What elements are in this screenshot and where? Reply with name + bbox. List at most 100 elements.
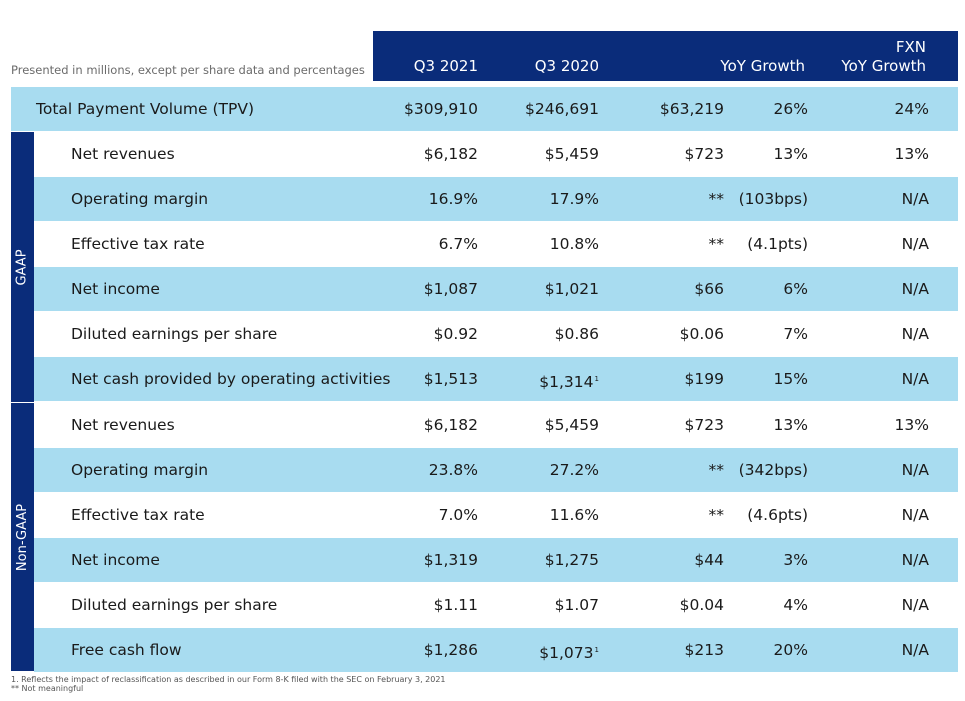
value-yoy-abs: $0.04 <box>679 596 724 614</box>
non-gaap-label: Non-GAAP <box>11 403 34 671</box>
value-fxn: N/A <box>901 280 929 298</box>
row-label: Net income <box>71 551 160 569</box>
value-yoy-pct: 26% <box>773 100 808 118</box>
row-label: Operating margin <box>71 190 209 208</box>
value-yoy-pct: 6% <box>783 280 808 298</box>
row-label: Total Payment Volume (TPV) <box>36 100 254 118</box>
value-q3-2020: 27.2% <box>549 461 599 479</box>
value-fxn: N/A <box>901 235 929 253</box>
table-row: Net revenues $6,182 $5,459 $723 13% 13% <box>34 403 958 447</box>
gaap-label: GAAP <box>11 132 34 402</box>
value-yoy-pct: 4% <box>783 596 808 614</box>
value-yoy-abs: ** <box>708 235 725 253</box>
table-row: Net income $1,319 $1,275 $44 3% N/A <box>34 538 958 582</box>
value-q3-2021: 6.7% <box>438 235 478 253</box>
footnote-marker: 1 <box>594 375 599 383</box>
value-yoy-pct: (4.1pts) <box>747 235 808 253</box>
row-label: Effective tax rate <box>71 235 205 253</box>
value-yoy-abs: $0.06 <box>679 325 724 343</box>
value-q3-2021: $6,182 <box>423 416 478 434</box>
gaap-side-block: GAAP <box>11 132 34 402</box>
header-fxn-line2: YoY Growth <box>841 57 926 75</box>
value-yoy-abs: ** <box>708 461 725 479</box>
value-yoy-abs: ** <box>708 506 725 524</box>
value-q3-2021: 16.9% <box>428 190 478 208</box>
row-label: Effective tax rate <box>71 506 205 524</box>
value-yoy-abs: ** <box>708 190 725 208</box>
value-yoy-pct: 15% <box>773 370 808 388</box>
header-yoy-growth: YoY Growth <box>720 57 805 75</box>
footnote-marker: 1 <box>594 646 599 654</box>
value-q3-2021: $1,513 <box>423 370 478 388</box>
non-gaap-side-block: Non-GAAP <box>11 403 34 671</box>
value-yoy-abs: $63,219 <box>659 100 724 118</box>
value-q3-2021: 7.0% <box>438 506 478 524</box>
value-yoy-abs: $44 <box>694 551 724 569</box>
row-label: Diluted earnings per share <box>71 325 278 343</box>
value-fxn: N/A <box>901 551 929 569</box>
header-fxn-line1: FXN <box>895 38 926 56</box>
value-fxn: 13% <box>894 416 929 434</box>
table-row: Operating margin 23.8% 27.2% ** (342bps) N/A <box>34 448 958 492</box>
value-q3-2021: $0.92 <box>433 325 478 343</box>
table-row: Diluted earnings per share $0.92 $0.86 $0.0… <box>34 312 958 356</box>
value-q3-2020: $246,691 <box>525 100 599 118</box>
value-yoy-pct: (4.6pts) <box>747 506 808 524</box>
value-q3-2020: $5,459 <box>544 145 599 163</box>
value-q3-2020: $0.86 <box>554 325 599 343</box>
table-row: Net cash provided by operating activitie… <box>34 357 958 401</box>
value-q3-2021: $1,087 <box>423 280 478 298</box>
value-q3-2020: $1,275 <box>544 551 599 569</box>
value-yoy-pct: (342bps) <box>738 461 808 479</box>
row-label: Net cash provided by operating activitie… <box>71 370 391 388</box>
value-q3-2020: $1,021 <box>544 280 599 298</box>
value-q3-2020: $1,3141 <box>539 373 599 391</box>
value-yoy-abs: $723 <box>684 145 724 163</box>
row-label: Free cash flow <box>71 641 182 659</box>
value-fxn: N/A <box>901 325 929 343</box>
value-fxn: N/A <box>901 190 929 208</box>
value-q3-2020: $5,459 <box>544 416 599 434</box>
table-caption: Presented in millions, except per share … <box>11 63 365 77</box>
value-fxn: 13% <box>894 145 929 163</box>
non-gaap-label-text: Non-GAAP <box>15 503 30 571</box>
value-fxn: N/A <box>901 596 929 614</box>
value-yoy-pct: 7% <box>783 325 808 343</box>
value-yoy-abs: $723 <box>684 416 724 434</box>
value-q3-2021: 23.8% <box>428 461 478 479</box>
footnote-2: ** Not meaningful <box>11 684 84 693</box>
header-band: Q3 2021 Q3 2020 YoY Growth FXN YoY Growt… <box>373 31 958 81</box>
value-yoy-pct: 13% <box>773 145 808 163</box>
footnote-1: 1. Reflects the impact of reclassificati… <box>11 675 446 684</box>
table-row: Free cash flow $1,286 $1,0731 $213 20% N/A <box>34 628 958 672</box>
value-yoy-pct: (103bps) <box>738 190 808 208</box>
value-yoy-pct: 3% <box>783 551 808 569</box>
header-q3-2020: Q3 2020 <box>534 57 599 75</box>
row-label: Diluted earnings per share <box>71 596 278 614</box>
value-q3-2021: $1,319 <box>423 551 478 569</box>
table-row: Diluted earnings per share $1.11 $1.07 $0.0… <box>34 583 958 627</box>
value-q3-2021: $6,182 <box>423 145 478 163</box>
row-label: Operating margin <box>71 461 209 479</box>
table-row: Effective tax rate 6.7% 10.8% ** (4.1pts) N/A <box>34 222 958 266</box>
value-yoy-abs: $66 <box>694 280 724 298</box>
value-yoy-pct: 20% <box>773 641 808 659</box>
value-fxn: N/A <box>901 641 929 659</box>
header-q3-2021: Q3 2021 <box>413 57 478 75</box>
value-q3-2020: $1,0731 <box>539 644 599 662</box>
table-row: Effective tax rate 7.0% 11.6% ** (4.6pts) N/A <box>34 493 958 537</box>
value-q3-2020: 17.9% <box>549 190 599 208</box>
value-yoy-abs: $199 <box>684 370 724 388</box>
row-label: Net revenues <box>71 145 175 163</box>
value-fxn: N/A <box>901 461 929 479</box>
footnotes: 1. Reflects the impact of reclassificati… <box>11 675 446 693</box>
row-label: Net income <box>71 280 160 298</box>
gaap-label-text: GAAP <box>15 248 30 286</box>
tpv-row: Total Payment Volume (TPV) $309,910 $246… <box>11 87 958 131</box>
row-label: Net revenues <box>71 416 175 434</box>
value-yoy-pct: 13% <box>773 416 808 434</box>
value-q3-2020: 11.6% <box>549 506 599 524</box>
table-row: Net revenues $6,182 $5,459 $723 13% 13% <box>34 132 958 176</box>
value-fxn: N/A <box>901 370 929 388</box>
value-yoy-abs: $213 <box>684 641 724 659</box>
